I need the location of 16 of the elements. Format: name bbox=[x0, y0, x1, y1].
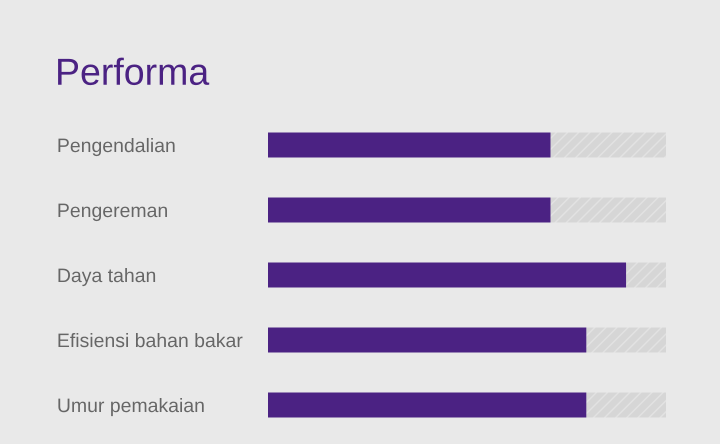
bar bbox=[268, 262, 626, 288]
bar bbox=[550, 198, 666, 222]
y-tick-label: Daya tahan bbox=[58, 268, 156, 286]
bar bbox=[586, 392, 666, 418]
bar bbox=[268, 198, 551, 222]
bar bbox=[550, 132, 666, 158]
y-tick-label: Umur pemakaian bbox=[58, 398, 204, 416]
bar bbox=[268, 328, 586, 352]
chart-title: Performa bbox=[58, 58, 210, 86]
y-tick-label: Efisiensi bahan bakar bbox=[58, 332, 242, 348]
y-tick-label: Pengendalian bbox=[58, 138, 175, 156]
bar bbox=[268, 132, 551, 158]
bar bbox=[586, 328, 666, 352]
y-tick-label: Pengereman bbox=[58, 204, 167, 222]
bar bbox=[268, 392, 586, 418]
bar bbox=[626, 262, 666, 288]
